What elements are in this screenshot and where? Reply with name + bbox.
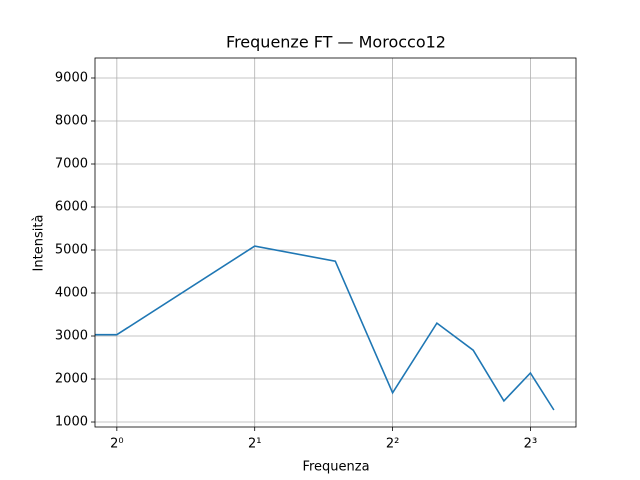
data-line: [95, 245, 555, 411]
x-tick-label: 2²: [386, 437, 399, 452]
y-tick-label: 1000: [55, 415, 88, 430]
x-tick-label: 2⁰: [110, 437, 123, 452]
y-tick-label: 6000: [55, 200, 88, 215]
chart-title: Frequenze FT — Morocco12: [226, 33, 446, 52]
x-tick-label: 2³: [524, 437, 537, 452]
x-axis-label: Frequenza: [302, 460, 369, 475]
y-tick-label: 5000: [55, 243, 88, 258]
y-tick-label: 2000: [55, 372, 88, 387]
plot-frame: [94, 57, 577, 428]
y-tick-label: 4000: [55, 286, 88, 301]
y-tick-label: 7000: [55, 156, 88, 171]
y-tick-label: 9000: [55, 70, 88, 85]
x-tick-label: 2¹: [248, 437, 261, 452]
y-tick-label: 8000: [55, 113, 88, 128]
y-tick-label: 3000: [55, 329, 88, 344]
y-axis-label: Intensità: [32, 215, 47, 272]
